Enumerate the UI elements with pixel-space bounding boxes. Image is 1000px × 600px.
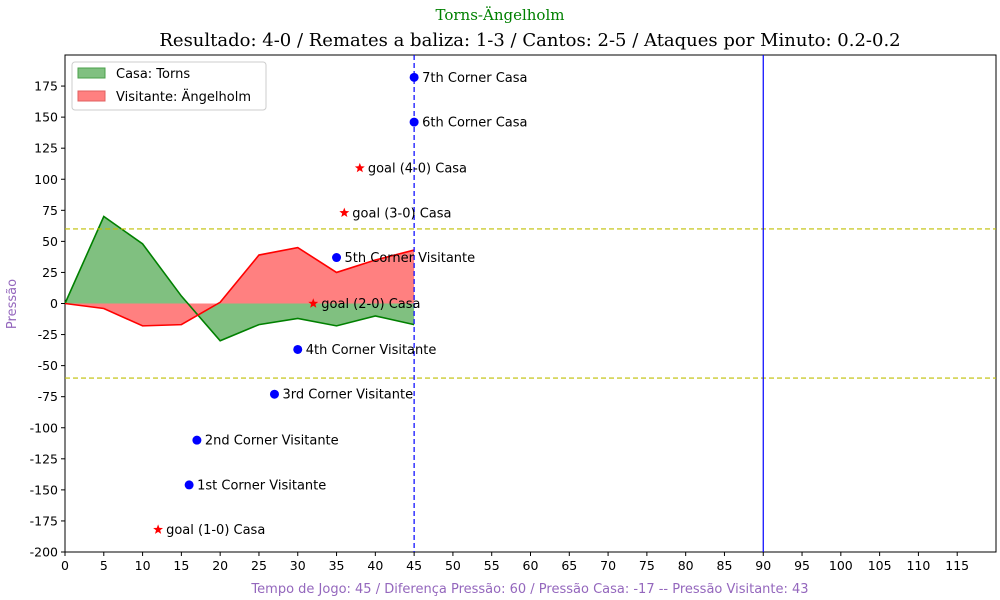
legend: Casa: Torns Visitante: Ängelholm [71, 61, 267, 111]
goal-marker-0 [153, 524, 164, 534]
x-tick-label-6: 30 [290, 558, 306, 573]
y-tick-label-2: -150 [30, 482, 58, 497]
y-tick-label-15: 175 [34, 79, 58, 94]
x-axis-ticks: 0 5 10 15 20 25 30 35 40 45 50 55 60 65 70 75 80 85 90 95 10… [61, 552, 969, 573]
x-tick-label-13: 65 [561, 558, 577, 573]
x-axis-label: Tempo de Jogo: 45 / Diferença Pressão: 6… [250, 582, 808, 597]
event-label-5: goal (2-0) Casa [321, 297, 420, 312]
y-tick-label-10: 50 [42, 234, 58, 249]
x-tick-label-7: 35 [329, 558, 345, 573]
y-tick-label-13: 125 [34, 141, 58, 156]
corner-marker-1 [184, 480, 194, 490]
y-tick-label-11: 75 [42, 203, 58, 218]
event-label-3: 3rd Corner Visitante [282, 388, 413, 403]
x-tick-label-14: 70 [600, 558, 616, 573]
x-tick-label-0: 0 [61, 558, 69, 573]
y-tick-label-3: -125 [30, 451, 58, 466]
reference-lines [65, 55, 996, 552]
goal-marker-7 [339, 207, 350, 217]
corner-marker-9 [409, 117, 419, 127]
x-tick-label-16: 80 [678, 558, 694, 573]
x-tick-label-10: 50 [445, 558, 461, 573]
x-tick-label-12: 60 [523, 558, 539, 573]
series-lines [64, 215, 415, 342]
y-axis-ticks: -200 -175 -150 -125 -100 -75 -50 -25 0 25 50 75 100 1… [30, 79, 65, 560]
event-label-4: 4th Corner Visitante [306, 343, 437, 358]
series-area-0 [65, 216, 415, 341]
chart-suptitle: Torns-Ängelholm [436, 6, 565, 24]
x-tick-label-17: 85 [717, 558, 733, 573]
y-tick-label-9: 25 [42, 265, 58, 280]
legend-swatch-visitante [77, 90, 106, 102]
series-line-0 [64, 215, 415, 342]
event-label-2: 2nd Corner Visitante [205, 434, 339, 449]
y-tick-label-5: -75 [38, 389, 58, 404]
legend-box [71, 61, 267, 111]
corner-marker-10 [409, 72, 419, 82]
series-line-1 [64, 246, 415, 327]
y-tick-label-4: -100 [30, 420, 58, 435]
legend-entry-casa: Casa: Torns [116, 67, 190, 82]
event-markers: goal (1-0) Casa 1st Corner Visitante 2nd C… [153, 71, 528, 538]
y-tick-label-0: -200 [30, 545, 58, 560]
x-tick-label-5: 25 [251, 558, 267, 573]
goal-marker-8 [354, 162, 365, 173]
plot-area: goal (1-0) Casa 1st Corner Visitante 2nd C… [64, 54, 997, 553]
event-label-6: 5th Corner Visitante [345, 251, 476, 266]
event-label-1: 1st Corner Visitante [197, 478, 326, 493]
x-tick-label-20: 100 [829, 558, 853, 573]
x-tick-label-11: 55 [484, 558, 500, 573]
y-tick-label-1: -175 [30, 513, 58, 528]
event-label-9: 6th Corner Casa [422, 116, 527, 131]
event-label-8: goal (4-0) Casa [368, 162, 467, 177]
x-tick-label-9: 45 [406, 558, 422, 573]
legend-swatch-casa [77, 67, 106, 79]
y-tick-label-8: 0 [50, 296, 58, 311]
event-label-10: 7th Corner Casa [422, 71, 527, 86]
y-tick-label-12: 100 [34, 172, 58, 187]
legend-entry-visitante: Visitante: Ängelholm [116, 89, 251, 105]
x-tick-label-3: 15 [173, 558, 189, 573]
chart-title: Resultado: 4-0 / Remates a baliza: 1-3 /… [159, 30, 900, 51]
x-tick-label-21: 105 [868, 558, 892, 573]
x-tick-label-19: 95 [794, 558, 810, 573]
x-tick-label-2: 10 [135, 558, 151, 573]
x-tick-label-4: 20 [212, 558, 228, 573]
corner-marker-2 [192, 435, 202, 445]
corner-marker-3 [269, 389, 279, 399]
y-tick-label-7: -25 [38, 327, 58, 342]
y-tick-label-6: -50 [38, 358, 58, 373]
x-tick-label-18: 90 [755, 558, 771, 573]
x-tick-label-22: 110 [906, 558, 930, 573]
y-tick-label-14: 150 [34, 110, 58, 125]
y-axis-label: Pressão [5, 279, 20, 329]
goal-marker-5 [308, 298, 319, 308]
event-label-0: goal (1-0) Casa [166, 523, 265, 538]
x-tick-label-23: 115 [945, 558, 969, 573]
x-tick-label-15: 75 [639, 558, 655, 573]
corner-marker-6 [332, 253, 342, 263]
corner-marker-4 [293, 344, 303, 354]
x-tick-label-1: 5 [100, 558, 108, 573]
event-label-7: goal (3-0) Casa [352, 206, 451, 221]
x-tick-label-8: 40 [367, 558, 383, 573]
